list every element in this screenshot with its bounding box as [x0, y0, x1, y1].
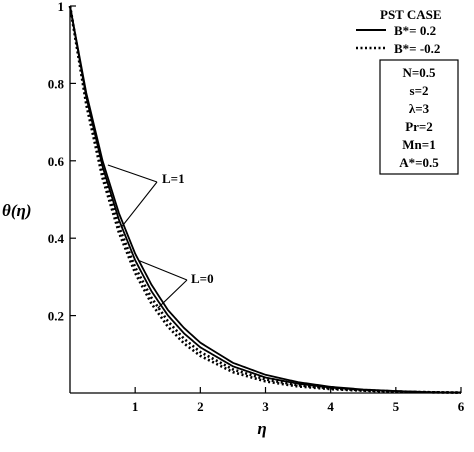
y-axis-title: θ(η) [2, 201, 31, 220]
annotation-l0-leader [157, 279, 188, 309]
legend-label-solid: B*= 0.2 [394, 23, 436, 38]
x-tick-label: 4 [327, 399, 334, 414]
param-n: N=0.5 [402, 65, 436, 80]
param-lambda: λ=3 [409, 101, 430, 116]
param-s: s=2 [410, 83, 429, 98]
param-pr: Pr=2 [405, 119, 433, 134]
annotation-layer [107, 164, 188, 309]
y-tick-label: 0.6 [48, 154, 65, 169]
param-mn: Mn=1 [402, 137, 435, 152]
annotation-l0-leader [137, 259, 188, 281]
param-a-star: A*=0.5 [399, 155, 439, 170]
y-tick-label: 1 [58, 0, 65, 14]
series-layer [68, 5, 462, 394]
x-tick-label: 6 [458, 399, 465, 414]
annotation-l1-leader [121, 181, 158, 227]
parameter-box [379, 59, 459, 175]
y-tick-label: 0.2 [48, 309, 64, 324]
x-tick-label: 3 [262, 399, 269, 414]
annotation-l1: L=1 [162, 171, 185, 186]
y-tick-label: 0.4 [48, 231, 65, 246]
legend-title: PST CASE [380, 7, 442, 22]
annotation-l0: L=0 [191, 271, 214, 286]
x-axis-title: η [257, 419, 266, 438]
x-tick-label: 2 [197, 399, 204, 414]
annotation-l1-leader [107, 164, 158, 183]
legend-label-dotted: B*= -0.2 [394, 41, 440, 56]
series-line-l0-dotted [68, 5, 462, 394]
x-tick-label: 1 [132, 399, 139, 414]
series-line-l0-solid [69, 5, 462, 394]
axes-layer: 1 2 3 4 5 6 0.2 0.4 0.6 0.8 1 [48, 0, 465, 414]
y-tick-label: 0.8 [48, 76, 65, 91]
x-tick-label: 5 [393, 399, 400, 414]
